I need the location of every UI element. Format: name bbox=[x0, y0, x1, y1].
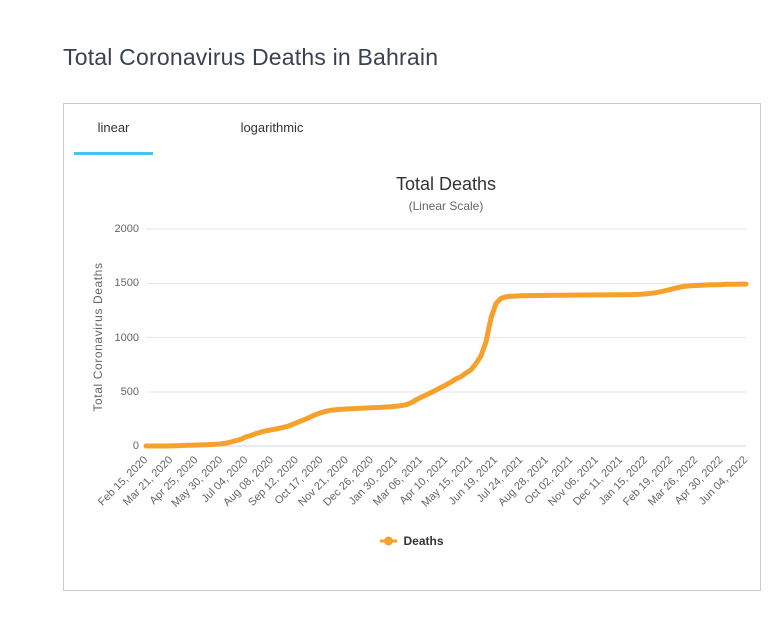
y-axis-tick-label: 2000 bbox=[114, 223, 139, 235]
legend-label: Deaths bbox=[403, 534, 444, 548]
tab-logarithmic[interactable]: logarithmic bbox=[240, 120, 304, 135]
plot-svg bbox=[143, 228, 749, 449]
legend-item-deaths[interactable]: Deaths bbox=[64, 532, 760, 550]
y-axis-tick-label: 1000 bbox=[114, 331, 139, 344]
legend-marker-dot bbox=[384, 536, 394, 546]
chart-card: Total Deaths (Linear Scale) Total Corona… bbox=[63, 103, 761, 591]
y-axis-tick-label: 0 bbox=[132, 440, 139, 452]
y-axis-tick-label: 1500 bbox=[114, 277, 139, 290]
legend-marker-icon bbox=[380, 536, 398, 546]
tab-bar: linear logarithmic bbox=[64, 104, 760, 155]
tab-linear[interactable]: linear bbox=[74, 104, 153, 155]
chart-subtitle: (Linear Scale) bbox=[408, 199, 484, 213]
chart-area: Total Deaths (Linear Scale) Total Corona… bbox=[64, 104, 760, 590]
y-axis-tick-label: 500 bbox=[120, 385, 139, 398]
deaths-series-line[interactable] bbox=[143, 281, 749, 449]
page-title: Total Coronavirus Deaths in Bahrain bbox=[63, 44, 439, 70]
chart-title: Total Deaths bbox=[395, 174, 497, 194]
